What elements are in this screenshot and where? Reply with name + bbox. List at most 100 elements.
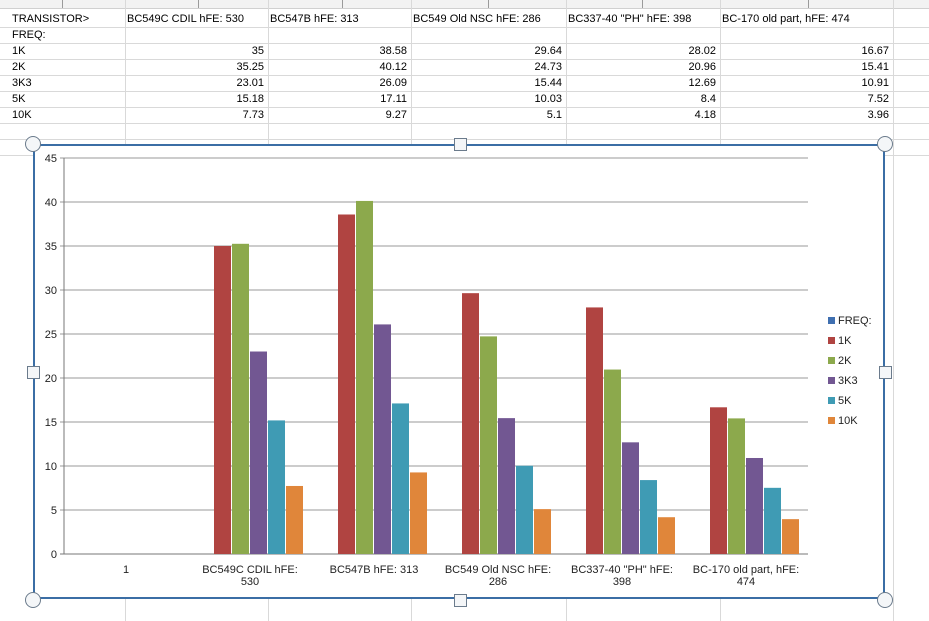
resize-handle-top-right[interactable] [877, 136, 893, 152]
x-category-label-line: 286 [489, 576, 507, 588]
data-cell[interactable]: 29.64 [534, 45, 562, 57]
header-cell-part[interactable]: BC-170 old part, hFE: 474 [722, 13, 850, 25]
resize-handle-top-left[interactable] [25, 136, 41, 152]
bar-3k3-3 [498, 418, 515, 554]
bar-2k-4 [604, 369, 621, 554]
x-category-label: 1 [123, 564, 129, 576]
legend-swatch [828, 337, 835, 344]
data-cell[interactable]: 16.67 [861, 45, 889, 57]
data-cell[interactable]: 15.44 [534, 77, 562, 89]
bar-2k-1 [232, 243, 249, 555]
resize-handle-right[interactable] [879, 366, 892, 379]
legend-label: 10K [838, 415, 858, 427]
data-cell[interactable]: 10.03 [534, 93, 562, 105]
data-cell[interactable]: 35 [251, 45, 264, 57]
data-cell[interactable]: 17.11 [380, 93, 407, 105]
y-tick-label: 40 [45, 197, 57, 209]
y-tick-label: 45 [45, 153, 57, 165]
bar-3k3-1 [250, 351, 267, 554]
x-category-label-line: BC-170 old part, hFE: [693, 564, 799, 576]
chart-legend: FREQ: 1K 2K 3K3 5K 10K [828, 315, 872, 427]
data-cell[interactable]: 9.27 [385, 109, 407, 121]
data-cell[interactable]: 28.02 [688, 45, 716, 57]
data-cell[interactable]: 5.1 [546, 109, 562, 121]
data-cell[interactable]: 7.52 [867, 93, 889, 105]
freq-row-label[interactable]: 2K [12, 61, 26, 73]
header-cell-part[interactable]: BC549 Old NSC hFE: 286 [413, 13, 541, 25]
data-cell[interactable]: 38.58 [379, 45, 407, 57]
sheet-row-gridline [0, 123, 929, 124]
x-category-label: BC547B hFE: 313 [330, 564, 419, 576]
data-cell[interactable]: 3.96 [867, 109, 889, 121]
data-cell[interactable]: 10.91 [861, 77, 889, 89]
header-cell-part[interactable]: BC549C CDIL hFE: 530 [127, 13, 244, 25]
freq-row-label[interactable]: 5K [12, 93, 26, 105]
chart-object[interactable]: 0 5 10 15 20 25 30 35 40 45 1 BC549C CDIL hFE: 530 B… [33, 144, 885, 599]
data-cell[interactable]: 35.25 [236, 61, 264, 73]
resize-handle-bottom-left[interactable] [25, 592, 41, 608]
x-category-label-line: BC549 Old NSC hFE: [445, 564, 551, 576]
column-header-mark [642, 0, 643, 8]
data-cell[interactable]: 8.4 [700, 93, 716, 105]
resize-handle-bottom-right[interactable] [877, 592, 893, 608]
sheet-row-gridline [0, 59, 929, 60]
data-cell[interactable]: 24.73 [534, 61, 562, 73]
legend-swatch [828, 377, 835, 384]
y-tick-label: 35 [45, 241, 57, 253]
data-cell[interactable]: 12.69 [688, 77, 716, 89]
bar-5k-1 [268, 420, 285, 554]
bar-10k-1 [286, 485, 303, 554]
column-header-mark [342, 0, 343, 8]
data-cell[interactable]: 40.12 [379, 61, 407, 73]
bar-3k3-2 [374, 324, 391, 554]
bar-1k-1 [214, 246, 231, 554]
data-cell[interactable]: 15.41 [861, 61, 889, 73]
data-cell[interactable]: 4.18 [694, 109, 716, 121]
header-cell-part[interactable]: BC337-40 "PH" hFE: 398 [568, 13, 692, 25]
legend-swatch [828, 417, 835, 424]
freq-label-cell[interactable]: FREQ: [12, 29, 46, 41]
y-tick-label: 0 [51, 549, 57, 561]
data-cell[interactable]: 26.09 [379, 77, 407, 89]
freq-row-label[interactable]: 3K3 [12, 77, 32, 89]
legend-label: FREQ: [838, 315, 872, 327]
freq-row-label[interactable]: 10K [12, 109, 32, 121]
bar-5k-5 [764, 487, 781, 554]
column-header-mark [198, 0, 199, 8]
resize-handle-left[interactable] [27, 366, 40, 379]
legend-label: 2K [838, 355, 852, 367]
x-category-label: BC549C CDIL hFE: 530 [202, 564, 298, 588]
freq-row-label[interactable]: 1K [12, 45, 26, 57]
legend-label: 5K [838, 395, 852, 407]
x-category-label-line: BC549C CDIL hFE: [202, 564, 298, 576]
bar-1k-3 [462, 293, 479, 554]
bar-2k-3 [480, 336, 497, 554]
chart-bars [214, 200, 799, 555]
data-cell[interactable]: 20.96 [688, 61, 716, 73]
y-tick-label: 10 [45, 461, 57, 473]
data-cell[interactable]: 7.73 [242, 109, 264, 121]
bar-10k-4 [658, 517, 675, 554]
bar-5k-4 [640, 480, 657, 554]
y-tick-label: 30 [45, 285, 57, 297]
header-cell-transistor[interactable]: TRANSISTOR> [12, 13, 90, 25]
column-header-strip[interactable] [0, 0, 929, 9]
bar-3k3-4 [622, 442, 639, 554]
bar-10k-5 [782, 519, 799, 554]
bar-2k-2 [356, 200, 373, 554]
x-axis-labels: 1 BC549C CDIL hFE: 530 BC547B hFE: 313 BC549… [123, 564, 799, 588]
bar-2k-5 [728, 418, 745, 554]
data-cell[interactable]: 15.18 [236, 93, 264, 105]
legend-label: 1K [838, 335, 852, 347]
column-header-mark [808, 0, 809, 8]
header-cell-part[interactable]: BC547B hFE: 313 [270, 13, 359, 25]
y-tick-label: 20 [45, 373, 57, 385]
resize-handle-top[interactable] [454, 138, 467, 151]
data-cell[interactable]: 23.01 [236, 77, 264, 89]
resize-handle-bottom[interactable] [454, 594, 467, 607]
bar-5k-2 [392, 403, 409, 554]
sheet-row-gridline [0, 91, 929, 92]
sheet-row-gridline [0, 107, 929, 108]
x-category-label-line: 1 [123, 564, 129, 576]
